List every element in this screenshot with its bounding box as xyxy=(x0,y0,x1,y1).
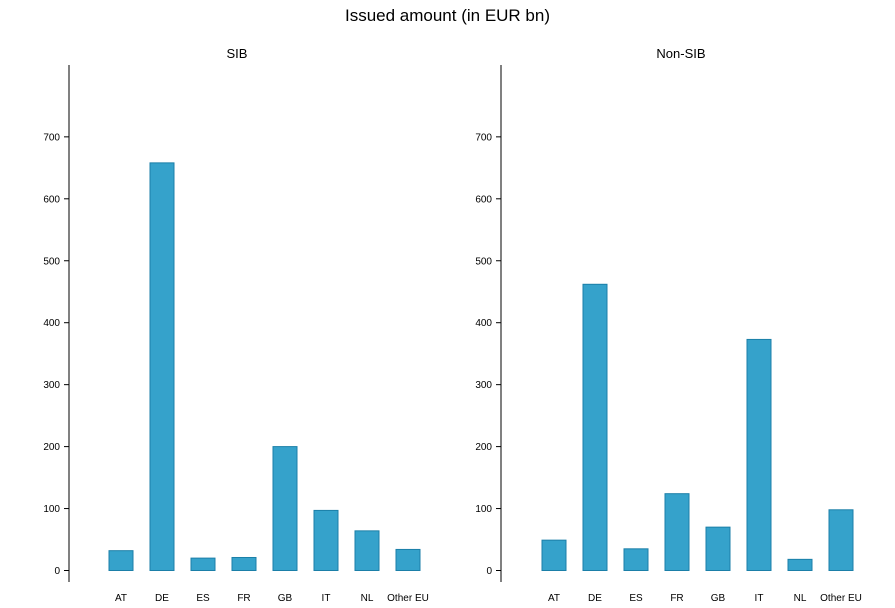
x-tick-label: NL xyxy=(794,593,807,604)
x-tick-label: IT xyxy=(322,593,331,604)
bar-fr xyxy=(231,556,257,571)
bar-it xyxy=(746,338,772,572)
x-tick-label: AT xyxy=(548,593,560,604)
chart-panel-0: SIB 0 100 200 300 400 500 600 700 AT DE ES FR GB IT NL O… xyxy=(43,46,429,604)
y-tick-label: 300 xyxy=(43,380,60,391)
bar-gb xyxy=(272,446,298,572)
bar-other-eu xyxy=(828,509,854,571)
bar-at xyxy=(108,550,134,572)
y-tick-label: 500 xyxy=(43,256,60,267)
y-tick-label: 0 xyxy=(486,566,492,577)
y-tick-label: 0 xyxy=(54,566,60,577)
bar-at xyxy=(541,539,567,571)
y-tick-label: 700 xyxy=(43,132,60,143)
y-tick-label: 100 xyxy=(43,504,60,515)
bar-nl xyxy=(787,558,813,571)
bar-gb xyxy=(705,526,731,572)
panel-title: SIB xyxy=(227,46,248,61)
bar-es xyxy=(623,548,649,572)
x-tick-label: GB xyxy=(278,593,293,604)
x-tick-label: Other EU xyxy=(387,593,429,604)
y-tick-label: 600 xyxy=(475,194,492,205)
bar-es xyxy=(190,557,216,571)
y-tick-label: 400 xyxy=(43,318,60,329)
bar-fr xyxy=(664,493,690,572)
y-tick-label: 300 xyxy=(475,380,492,391)
y-tick-label: 500 xyxy=(475,256,492,267)
x-tick-label: AT xyxy=(115,593,127,604)
bar-nl xyxy=(354,530,380,571)
x-tick-label: DE xyxy=(588,593,602,604)
x-tick-label: ES xyxy=(629,593,643,604)
bar-it xyxy=(313,509,339,572)
y-tick-label: 600 xyxy=(43,194,60,205)
chart-panel-1: Non-SIB 0 100 200 300 400 500 600 700 AT DE ES FR GB I… xyxy=(475,46,862,604)
x-tick-label: DE xyxy=(155,593,169,604)
y-tick-label: 400 xyxy=(475,318,492,329)
x-tick-label: Other EU xyxy=(820,593,862,604)
y-tick-label: 200 xyxy=(43,442,60,453)
x-tick-label: GB xyxy=(711,593,726,604)
bar-de xyxy=(149,162,175,572)
x-tick-label: FR xyxy=(237,593,250,604)
figure-title: Issued amount (in EUR bn) xyxy=(344,6,551,25)
x-tick-label: NL xyxy=(361,593,374,604)
x-tick-label: ES xyxy=(196,593,210,604)
y-tick-label: 100 xyxy=(475,504,492,515)
bar-other-eu xyxy=(395,548,421,572)
panel-title: Non-SIB xyxy=(656,46,705,61)
y-tick-label: 200 xyxy=(475,442,492,453)
bar-de xyxy=(582,283,608,571)
x-tick-label: IT xyxy=(755,593,764,604)
x-tick-label: FR xyxy=(670,593,683,604)
y-tick-label: 700 xyxy=(475,132,492,143)
